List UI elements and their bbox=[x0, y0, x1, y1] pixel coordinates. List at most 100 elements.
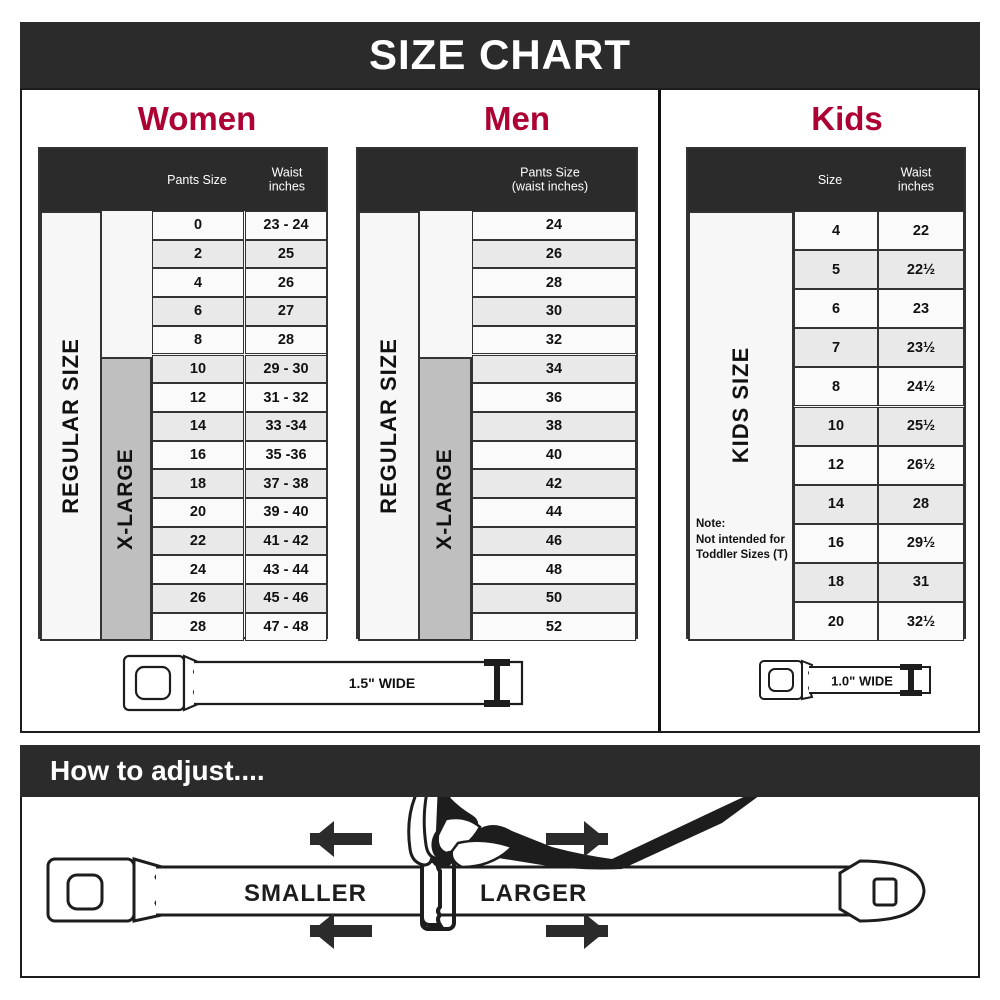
label-smaller: SMALLER bbox=[244, 880, 367, 907]
table-cell-kids-size: 6 bbox=[794, 289, 878, 329]
table-kids: Size Waist inches KIDS SIZE Note: Not inte… bbox=[686, 147, 966, 642]
table-cell-men-size: 40 bbox=[472, 440, 636, 470]
section-heading-kids: Kids bbox=[811, 100, 883, 137]
table-men: Pants Size (waist inches) REGULAR SIZE X-… bbox=[356, 147, 638, 642]
table-cell-kids-size: 4 bbox=[794, 211, 878, 251]
table-cell-women-size: 10 bbox=[152, 354, 244, 384]
table-header-kids: Size Waist inches bbox=[688, 149, 964, 211]
table-cell-men-size: 32 bbox=[472, 325, 636, 355]
table-cell-kids-waist: 23½ bbox=[878, 328, 964, 368]
table-cell-kids-size: 7 bbox=[794, 328, 878, 368]
table-cell-women-waist: 35 -36 bbox=[245, 440, 327, 470]
table-cell-women-size: 8 bbox=[152, 325, 244, 355]
belt-diagram-kids: 1.0" WIDE bbox=[748, 652, 948, 710]
side-label-text: X-LARGE bbox=[433, 448, 456, 550]
table-cell-women-size: 24 bbox=[152, 555, 244, 585]
column-header-size: Size bbox=[817, 172, 843, 187]
side-label-xlarge-men: X-LARGE bbox=[418, 357, 472, 641]
how-to-adjust-title: How to adjust.... bbox=[50, 755, 265, 786]
table-cell-women-waist: 41 - 42 bbox=[245, 526, 327, 556]
table-cell-kids-waist: 22 bbox=[878, 211, 964, 251]
table-cell-men-size: 42 bbox=[472, 469, 636, 498]
table-cell-men-size: 48 bbox=[472, 555, 636, 585]
table-cell-kids-size: 5 bbox=[794, 250, 878, 290]
table-cell-men-size: 24 bbox=[472, 211, 636, 240]
table-cell-women-waist: 25 bbox=[245, 239, 327, 269]
side-label-text: REGULAR SIZE bbox=[58, 338, 83, 514]
section-heading-women: Women bbox=[137, 100, 257, 137]
column-men-size: 24 26 28 30 32 34 36 38 40 42 44 46 48 50 52 bbox=[472, 211, 636, 642]
table-cell-men-size: 52 bbox=[472, 612, 636, 642]
table-cell-kids-waist: 28 bbox=[878, 484, 964, 524]
side-label-xlarge-women: X-LARGE bbox=[100, 357, 152, 641]
table-cell-kids-size: 14 bbox=[794, 484, 878, 524]
belt-adult-svg bbox=[122, 654, 524, 712]
side-label-text: REGULAR SIZE bbox=[376, 338, 401, 514]
table-cell-men-size: 26 bbox=[472, 239, 636, 269]
table-cell-women-waist: 47 - 48 bbox=[245, 612, 327, 642]
column-women-size: 0 2 4 6 8 10 12 14 16 18 20 22 24 26 28 bbox=[152, 211, 244, 642]
title-bar: SIZE CHART bbox=[20, 22, 980, 88]
tables-panel: Women Men Kids Pants Size Waist inches RE… bbox=[20, 88, 980, 733]
belt-width-label-adult: 1.5" WIDE bbox=[348, 675, 416, 691]
kids-note: Note: Not intended for Toddler Sizes (T) bbox=[696, 518, 788, 562]
table-cell-women-size: 4 bbox=[152, 268, 244, 298]
table-cell-women-size: 28 bbox=[152, 612, 244, 642]
table-cell-men-size: 46 bbox=[472, 526, 636, 556]
table-cell-kids-waist: 29½ bbox=[878, 523, 964, 563]
table-cell-men-size: 36 bbox=[472, 383, 636, 412]
column-header-pants-size: Pants Size bbox=[167, 172, 227, 187]
table-cell-kids-waist: 24½ bbox=[878, 367, 964, 407]
panel-divider bbox=[658, 90, 661, 731]
table-cell-women-waist: 43 - 44 bbox=[245, 555, 327, 585]
table-cell-kids-waist: 32½ bbox=[878, 602, 964, 642]
table-cell-women-waist: 26 bbox=[245, 268, 327, 298]
table-cell-women-size: 20 bbox=[152, 498, 244, 527]
table-cell-kids-size: 12 bbox=[794, 445, 878, 485]
section-heading-men: Men bbox=[484, 100, 550, 137]
table-cell-women-waist: 31 - 32 bbox=[245, 383, 327, 412]
table-header-men: Pants Size (waist inches) bbox=[358, 149, 636, 211]
column-kids-waist: 22 22½ 23 23½ 24½ 25½ 26½ 28 29½ 31 32½ bbox=[878, 211, 964, 642]
table-cell-men-size: 34 bbox=[472, 354, 636, 384]
belt-width-label-kids: 1.0" WIDE bbox=[831, 673, 893, 689]
table-cell-men-size: 50 bbox=[472, 584, 636, 613]
table-cell-women-waist: 28 bbox=[245, 325, 327, 355]
column-header-pants-size-waist: Pants Size (waist inches) bbox=[511, 165, 589, 194]
table-cell-kids-waist: 23 bbox=[878, 289, 964, 329]
table-cell-kids-size: 20 bbox=[794, 602, 878, 642]
belt-diagram-adult: 1.5" WIDE bbox=[102, 648, 542, 718]
table-cell-women-size: 6 bbox=[152, 297, 244, 326]
table-cell-women-size: 12 bbox=[152, 383, 244, 412]
label-larger: LARGER bbox=[480, 880, 588, 907]
table-cell-women-waist: 37 - 38 bbox=[245, 469, 327, 498]
column-header-waist: Waist inches bbox=[268, 165, 306, 194]
table-cell-kids-waist: 31 bbox=[878, 562, 964, 602]
table-cell-kids-waist: 22½ bbox=[878, 250, 964, 290]
arrow-right-upper bbox=[546, 821, 608, 857]
arrow-left-lower bbox=[310, 913, 372, 949]
column-women-waist: 23 - 24 25 26 27 28 29 - 30 31 - 32 33 -34 35 -3… bbox=[245, 211, 327, 642]
column-kids-size: 4 5 6 7 8 10 12 14 16 18 20 bbox=[794, 211, 878, 642]
table-cell-women-size: 0 bbox=[152, 211, 244, 240]
table-cell-women-waist: 27 bbox=[245, 297, 327, 326]
side-label-text: X-LARGE bbox=[114, 448, 137, 550]
table-cell-kids-size: 8 bbox=[794, 367, 878, 407]
table-cell-kids-waist: 26½ bbox=[878, 445, 964, 485]
table-cell-women-size: 22 bbox=[152, 526, 244, 556]
side-label-regular-size-women: REGULAR SIZE bbox=[40, 211, 102, 641]
side-label-text: KIDS SIZE bbox=[728, 346, 753, 463]
table-header-women: Pants Size Waist inches bbox=[40, 149, 326, 211]
table-cell-women-waist: 23 - 24 bbox=[245, 211, 327, 240]
column-header-waist: Waist inches bbox=[897, 165, 935, 194]
belt-kids-svg bbox=[759, 659, 931, 701]
how-to-adjust-bar: How to adjust.... bbox=[20, 745, 980, 797]
table-cell-women-size: 14 bbox=[152, 411, 244, 441]
arrow-left-upper bbox=[310, 821, 372, 857]
table-cell-women-waist: 45 - 46 bbox=[245, 584, 327, 613]
table-cell-kids-size: 16 bbox=[794, 523, 878, 563]
table-cell-women-size: 26 bbox=[152, 584, 244, 613]
belt-adjust-illustration bbox=[46, 797, 926, 949]
table-women: Pants Size Waist inches REGULAR SIZE X-LA… bbox=[38, 147, 328, 642]
